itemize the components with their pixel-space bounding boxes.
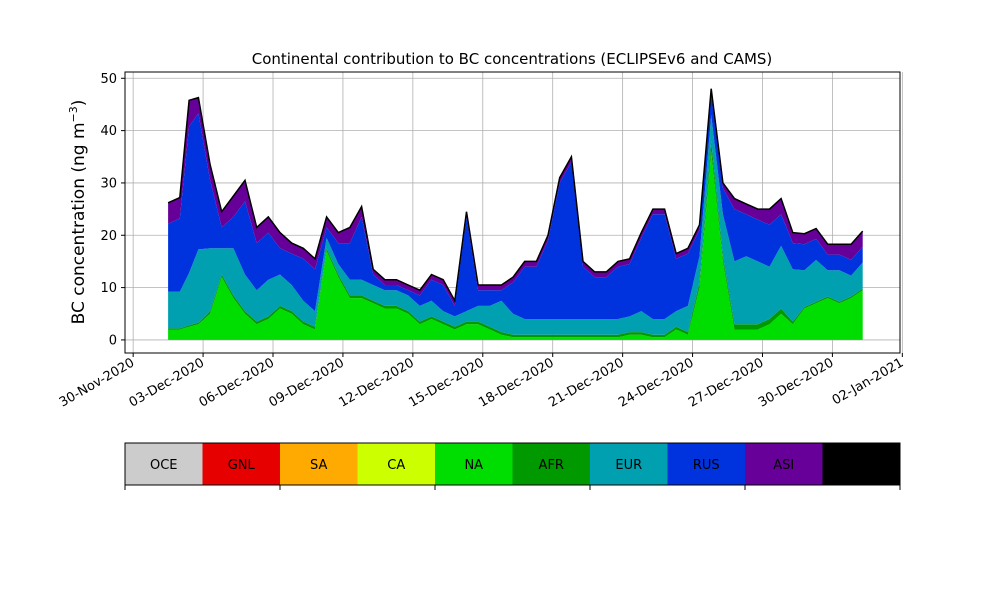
x-tick-label: 18-Dec-2020 [476,355,556,410]
colorbar-label-afr: AFR [539,458,564,473]
colorbar-legend: OCE GNL SA CA NA AFR EUR RUS ASI AUS [124,442,901,490]
colorbar-label-oce: OCE [150,458,178,473]
chart-title: Continental contribution to BC concentra… [252,50,773,68]
colorbar-swatch-eur [590,443,668,485]
y-tick-label: 40 [100,124,117,139]
y-axis-label-main: BC concentration (ng m [69,122,89,324]
colorbar-label-eur: EUR [615,458,642,473]
colorbar-swatch-gnl [202,443,280,485]
x-tick-label: 02-Jan-2021 [830,355,907,408]
x-tick-label: 09-Dec-2020 [267,355,347,410]
plot-frame [124,71,901,354]
colorbar-swatch-rus [667,443,745,485]
colorbar-swatch-na [435,443,513,485]
y-axis-label-sup: −3 [67,106,80,122]
y-tick-label: 0 [109,333,117,348]
x-tick-label: 24-Dec-2020 [616,355,696,410]
x-tick-label: 30-Dec-2020 [756,355,836,410]
area-na [168,151,863,340]
y-axis: 0 10 20 30 40 50 [100,72,125,348]
x-tick-label: 12-Dec-2020 [336,355,416,410]
colorbar-label-asi: ASI [773,458,794,473]
stacked-areas [168,88,863,340]
x-tick-label: 30-Nov-2020 [57,355,137,410]
y-tick-label: 50 [100,72,117,87]
colorbar-label-rus: RUS [693,458,720,473]
total-outline [167,88,864,304]
colorbar-label-sa: SA [310,458,327,473]
y-tick-label: 30 [100,176,117,191]
colorbar-swatch-sa [280,443,358,485]
x-tick-label: 03-Dec-2020 [127,355,207,410]
colorbar-swatch-asi [745,443,823,485]
x-tick-label: 15-Dec-2020 [406,355,486,410]
y-axis-label: BC concentration (ng m−3) [67,100,89,325]
area-rus [168,94,863,319]
x-tick-label: 21-Dec-2020 [546,355,626,410]
y-axis-label-close: ) [69,100,89,107]
colorbar-swatch-afr [512,443,590,485]
colorbar-swatch-oce [125,443,203,485]
x-axis: 30-Nov-202003-Dec-202006-Dec-202009-Dec-… [57,353,906,411]
colorbar-label-aus: AUS [848,458,875,473]
colorbar-swatch-ca [357,443,435,485]
y-tick-label: 20 [100,229,117,244]
x-tick-label: 27-Dec-2020 [686,355,766,410]
colorbar-frame [124,442,901,486]
colorbar-label-ca: CA [387,458,405,473]
colorbar-label-na: NA [464,458,483,473]
colorbar-swatch-aus [822,443,900,485]
y-tick-label: 10 [100,281,117,296]
x-tick-label: 06-Dec-2020 [197,355,277,410]
colorbar-label-gnl: GNL [228,458,256,473]
area-eur [168,114,863,335]
